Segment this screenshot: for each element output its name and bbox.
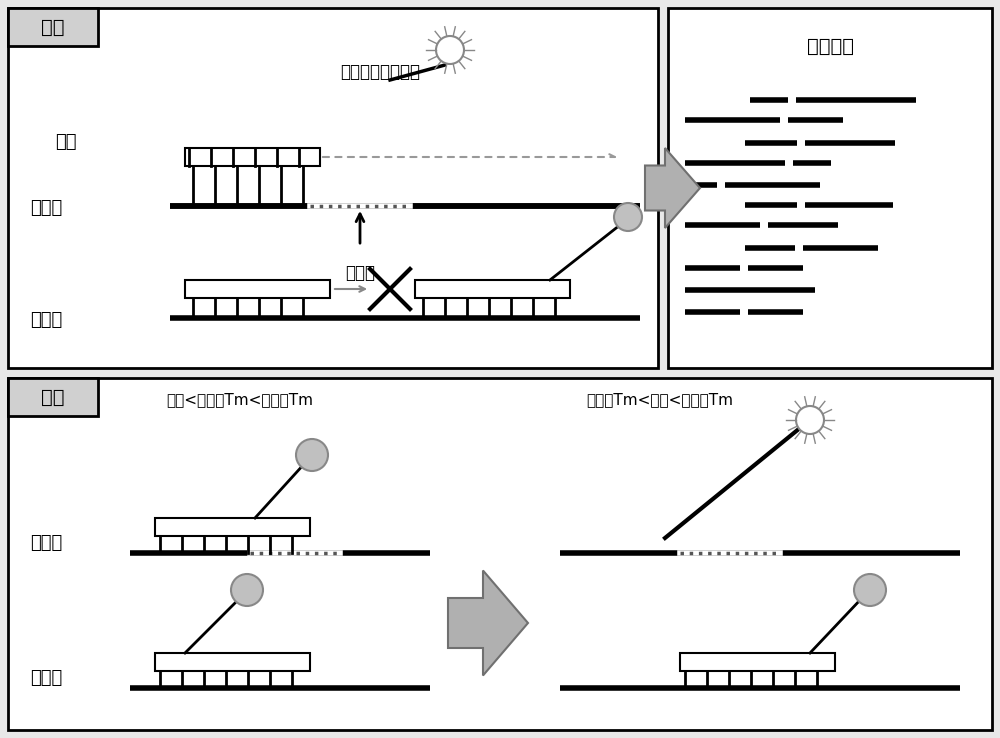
- Bar: [8, 8, 98, 46]
- Text: 温度<变异型Tm<野生型Tm: 温度<变异型Tm<野生型Tm: [166, 393, 314, 407]
- Polygon shape: [448, 570, 528, 675]
- Bar: [668, 8, 992, 368]
- Bar: [155, 518, 310, 536]
- Text: 变异型Tm<温度<野生型Tm: 变异型Tm<温度<野生型Tm: [586, 393, 734, 407]
- Polygon shape: [645, 148, 700, 228]
- Bar: [155, 653, 310, 671]
- Bar: [185, 280, 330, 298]
- Text: 扩增: 扩增: [41, 18, 65, 36]
- Bar: [680, 653, 835, 671]
- Text: 野生型: 野生型: [30, 669, 62, 687]
- Bar: [8, 8, 658, 368]
- Text: 变异处: 变异处: [345, 264, 375, 282]
- Text: 变异型: 变异型: [30, 199, 62, 217]
- Circle shape: [614, 203, 642, 231]
- Text: 变异型: 变异型: [30, 534, 62, 552]
- Text: 检测: 检测: [41, 387, 65, 407]
- Text: 荧光标记寺核苷酸: 荧光标记寺核苷酸: [340, 63, 420, 81]
- Bar: [8, 378, 992, 730]
- Bar: [8, 378, 98, 416]
- Circle shape: [436, 36, 464, 64]
- Circle shape: [231, 574, 263, 606]
- Circle shape: [296, 439, 328, 471]
- Bar: [415, 280, 570, 298]
- Bar: [185, 148, 320, 166]
- Text: 野生型: 野生型: [30, 311, 62, 329]
- Circle shape: [854, 574, 886, 606]
- Text: 扩增产物: 扩增产物: [806, 36, 854, 55]
- Circle shape: [796, 406, 824, 434]
- Text: 引物: 引物: [55, 133, 76, 151]
